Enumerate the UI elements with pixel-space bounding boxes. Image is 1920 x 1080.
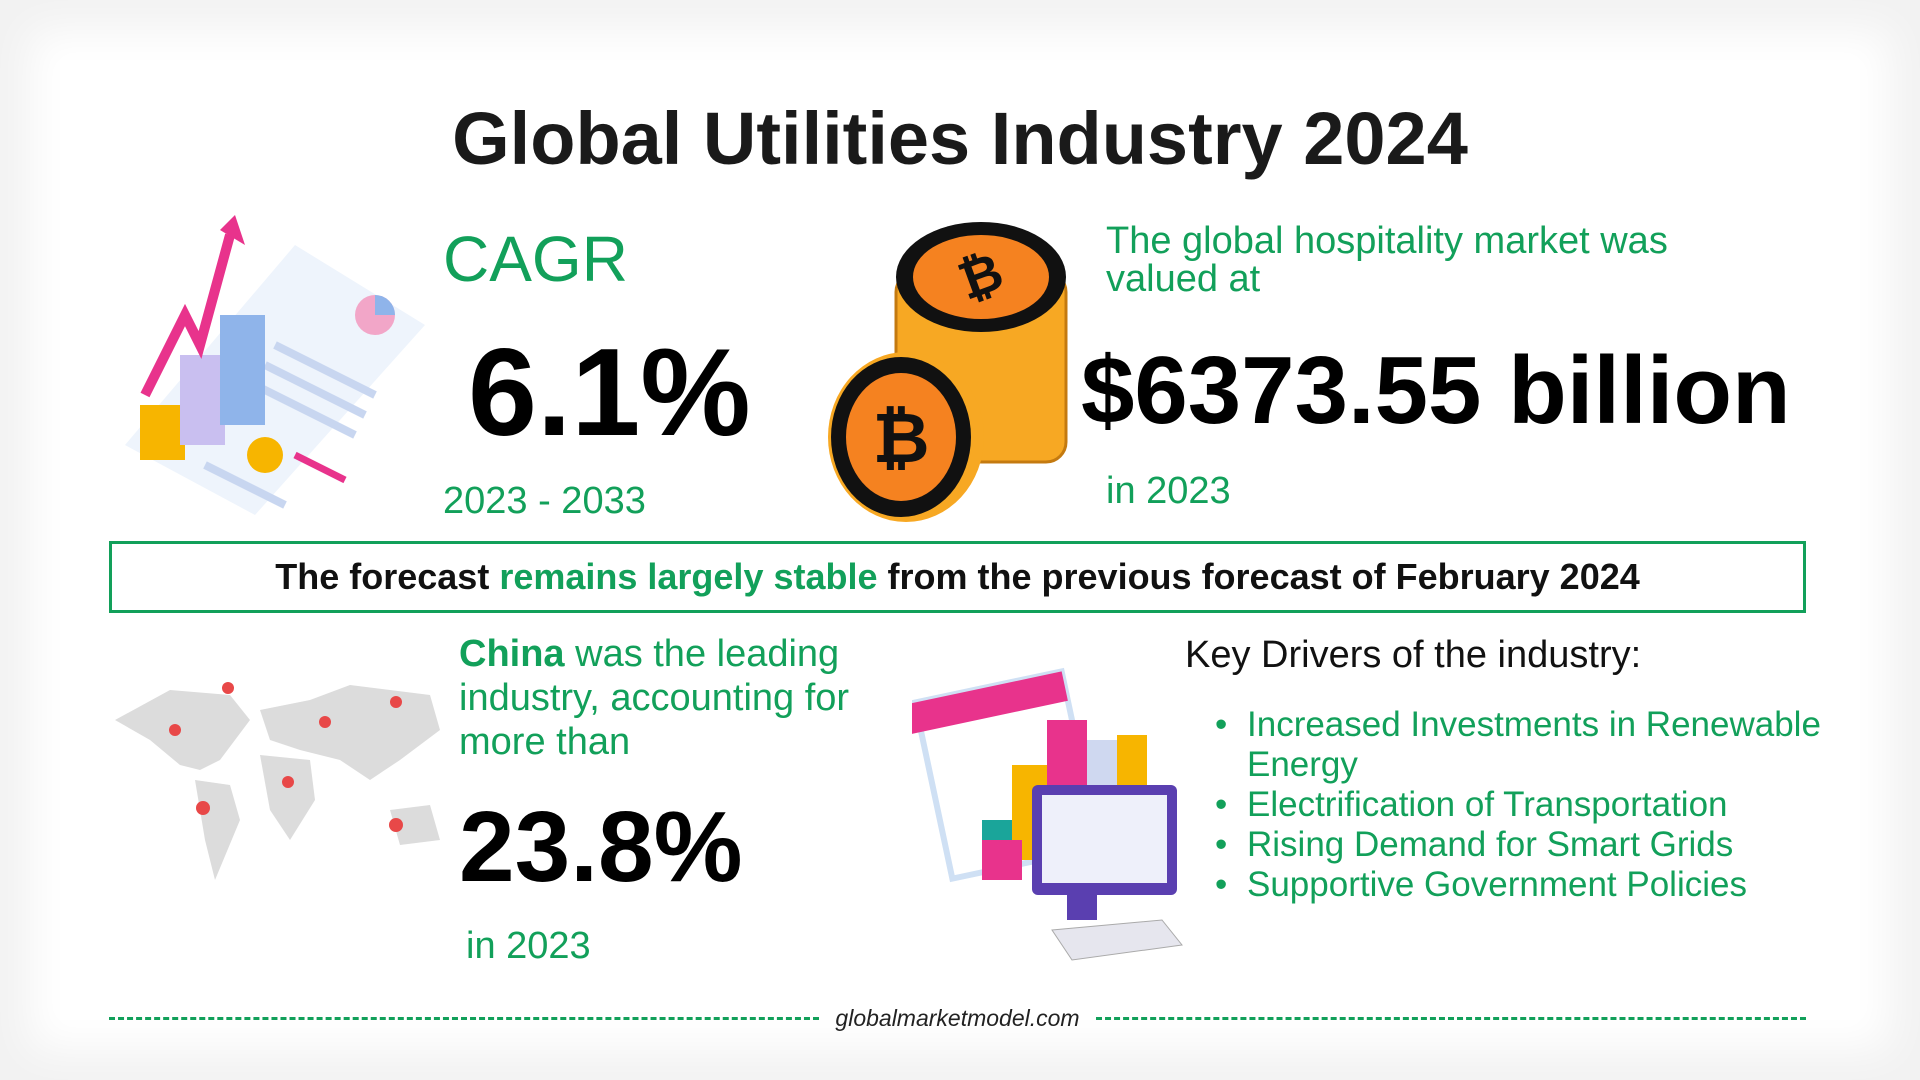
svg-text:₿: ₿ [872,397,929,479]
driver-item: Increased Investments in Renewable Energ… [1215,705,1920,785]
page-title: Global Utilities Industry 2024 [452,97,1468,180]
driver-item: Electrification of Transportation [1215,785,1920,825]
forecast-suffix: from the previous forecast of February 2… [877,556,1640,597]
drivers-title: Key Drivers of the industry: [1185,634,1642,676]
market-intro: The global hospitality market was valued… [1106,220,1668,300]
world-map-icon [115,682,440,880]
bitcoin-coins-icon: ₿ ₿ [828,222,1068,522]
forecast-banner: The forecast remains largely stable from… [109,541,1806,613]
growth-chart-illustration-icon [125,215,425,515]
region-name: China [459,633,565,675]
driver-item: Supportive Government Policies [1215,865,1920,905]
market-year: in 2023 [1106,470,1231,512]
region-text: China was the leading industry, accounti… [459,632,899,764]
drivers-list: Increased Investments in Renewable Energ… [1215,705,1920,905]
region-share-value: 23.8% [459,791,743,903]
forecast-prefix: The forecast [275,556,500,597]
cagr-period: 2023 - 2033 [443,480,646,522]
region-description: was the leading industry, accounting for… [459,633,850,763]
market-value: $6373.55 billion [1081,337,1791,444]
footer: globalmarketmodel.com [109,1005,1807,1032]
cagr-value: 6.1% [468,324,751,462]
footer-divider-left [109,1017,820,1020]
driver-item: Rising Demand for Smart Grids [1215,825,1920,865]
calendar-analytics-icon [912,667,1183,961]
footer-divider-right [1095,1017,1807,1020]
region-year: in 2023 [466,925,591,967]
forecast-highlight: remains largely stable [499,556,878,597]
footer-website[interactable]: globalmarketmodel.com [835,1005,1080,1031]
cagr-label: CAGR [443,223,628,295]
